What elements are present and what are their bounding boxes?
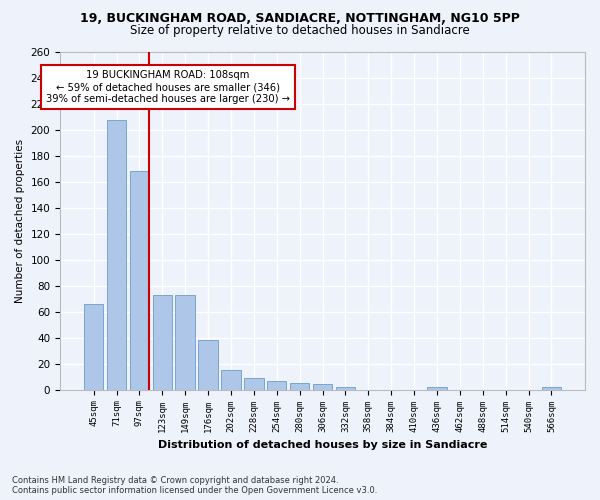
Text: Size of property relative to detached houses in Sandiacre: Size of property relative to detached ho… <box>130 24 470 37</box>
Bar <box>542 387 561 390</box>
Text: 19 BUCKINGHAM ROAD: 108sqm
← 59% of detached houses are smaller (346)
39% of sem: 19 BUCKINGHAM ROAD: 108sqm ← 59% of deta… <box>46 70 290 104</box>
Bar <box>199 340 218 390</box>
Text: 19, BUCKINGHAM ROAD, SANDIACRE, NOTTINGHAM, NG10 5PP: 19, BUCKINGHAM ROAD, SANDIACRE, NOTTINGH… <box>80 12 520 26</box>
Bar <box>221 370 241 390</box>
Text: Contains HM Land Registry data © Crown copyright and database right 2024.
Contai: Contains HM Land Registry data © Crown c… <box>12 476 377 495</box>
Bar <box>152 294 172 390</box>
Bar <box>427 387 446 390</box>
Bar <box>84 304 103 390</box>
X-axis label: Distribution of detached houses by size in Sandiacre: Distribution of detached houses by size … <box>158 440 487 450</box>
Bar <box>313 384 332 390</box>
Bar <box>290 383 310 390</box>
Bar <box>130 171 149 390</box>
Bar <box>267 380 286 390</box>
Bar <box>107 120 126 390</box>
Y-axis label: Number of detached properties: Number of detached properties <box>15 138 25 302</box>
Bar <box>335 387 355 390</box>
Bar <box>244 378 263 390</box>
Bar <box>175 294 195 390</box>
